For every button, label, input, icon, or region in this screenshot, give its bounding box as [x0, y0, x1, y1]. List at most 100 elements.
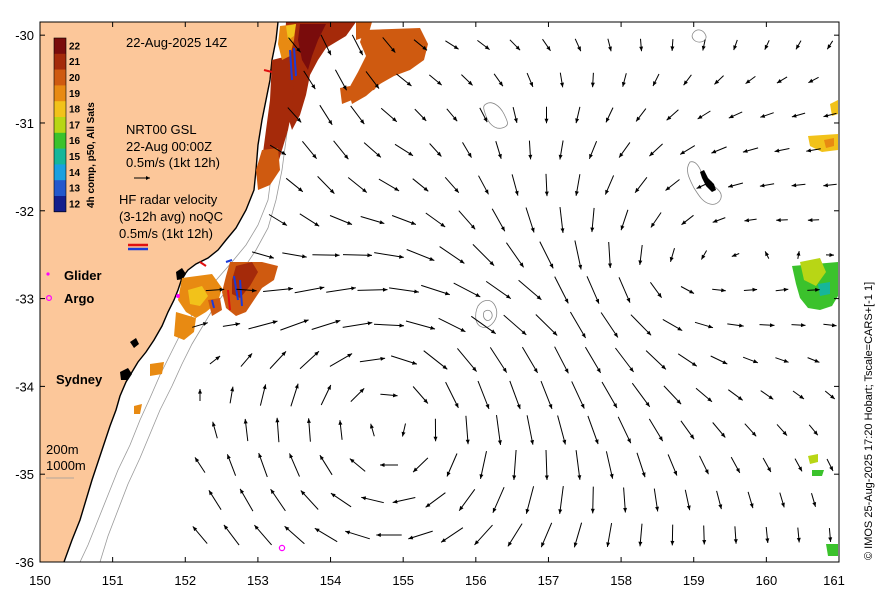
current-arrowhead	[362, 188, 367, 193]
current-arrowhead	[635, 187, 640, 193]
colorbar-title: 4h comp, p50, All Sats	[86, 102, 97, 208]
current-arrowhead	[562, 439, 567, 445]
current-arrowhead	[578, 264, 583, 270]
colorbar-segment	[54, 53, 66, 70]
current-arrowhead	[739, 323, 744, 328]
current-arrow	[587, 415, 599, 445]
current-arrowhead	[665, 186, 671, 191]
x-tick-label: 155	[392, 573, 414, 588]
x-tick-label: 152	[174, 573, 196, 588]
current-arrowhead	[485, 404, 490, 409]
current-arrow	[615, 347, 634, 373]
current-arrowhead	[399, 254, 404, 259]
current-arrow	[554, 346, 569, 374]
current-arrowhead	[577, 46, 581, 52]
colorbar-label: 16	[69, 136, 81, 147]
model-scale-arrowhead	[146, 176, 150, 180]
current-arrowhead	[459, 259, 465, 264]
current-arrow	[489, 347, 508, 373]
current-arrowhead	[444, 291, 450, 296]
current-arrowhead	[442, 364, 448, 370]
current-arrowhead	[408, 535, 414, 540]
current-arrowhead	[661, 364, 666, 370]
current-arrowhead	[764, 44, 769, 50]
current-arrow	[294, 286, 325, 294]
current-arrowhead	[544, 475, 549, 480]
current-arrowhead	[282, 221, 287, 226]
current-arrowhead	[472, 366, 477, 372]
current-arrowhead	[681, 220, 687, 225]
current-arrow	[342, 322, 373, 328]
glider-legend-marker	[46, 272, 50, 276]
current-arrowhead	[329, 189, 335, 194]
current-arrowhead	[269, 254, 274, 259]
current-arrowhead	[641, 472, 646, 478]
colorbar-segment	[54, 132, 66, 149]
current-arrowhead	[677, 326, 683, 331]
current-arrow	[373, 323, 405, 327]
current-arrowhead	[302, 254, 307, 259]
current-arrowhead	[650, 222, 656, 228]
current-arrowhead	[796, 251, 801, 256]
current-arrowhead	[670, 540, 675, 546]
current-arrowhead	[212, 421, 216, 427]
current-arrowhead	[658, 436, 663, 442]
current-arrow	[557, 415, 566, 445]
current-arrow	[618, 277, 631, 303]
current-arrowhead	[454, 403, 459, 408]
current-arrowhead	[541, 542, 545, 548]
radar-legend-avg: (3-12h avg) noQC	[119, 209, 223, 224]
current-arrowhead	[638, 541, 643, 547]
current-arrowhead	[782, 430, 787, 436]
current-arrowhead	[742, 149, 748, 153]
current-arrowhead	[289, 453, 294, 459]
glider-legend-label: Glider	[64, 268, 102, 283]
seamount-contour	[483, 309, 493, 321]
current-arrowhead	[533, 368, 538, 373]
current-arrowhead	[638, 260, 643, 265]
current-arrowhead	[360, 119, 365, 125]
current-arrowhead	[235, 322, 241, 327]
current-arrowhead	[800, 323, 806, 328]
current-arrowhead	[731, 253, 737, 257]
current-arrow	[518, 279, 542, 301]
current-arrow	[496, 415, 501, 445]
x-tick-label: 154	[320, 573, 342, 588]
current-arrowhead	[564, 298, 569, 304]
current-arrowhead	[689, 434, 695, 440]
current-arrowhead	[796, 537, 801, 543]
current-arrowhead	[737, 396, 743, 401]
current-arrowhead	[441, 538, 446, 543]
current-arrowhead	[498, 81, 503, 87]
model-legend-time: 22-Aug 00:00Z	[126, 139, 212, 154]
current-arrowhead	[718, 504, 723, 510]
current-arrowhead	[574, 191, 579, 196]
current-arrow	[559, 486, 564, 514]
current-arrow	[600, 312, 619, 338]
current-arrowhead	[676, 399, 682, 405]
current-arrow	[457, 348, 477, 372]
depth-legend-200m: 200m	[46, 442, 79, 457]
current-arrow	[405, 320, 436, 330]
current-arrowhead	[281, 150, 286, 155]
current-arrowhead	[202, 322, 208, 326]
current-arrowhead	[783, 358, 789, 363]
current-arrowhead	[808, 78, 814, 83]
current-arrowhead	[639, 46, 644, 52]
current-arrowhead	[479, 474, 484, 479]
current-arrowhead	[453, 45, 459, 50]
current-arrowhead	[367, 321, 373, 326]
current-arrowhead	[296, 47, 301, 53]
current-arrowhead	[653, 81, 657, 86]
current-arrowhead	[470, 224, 476, 230]
current-arrowhead	[303, 319, 309, 324]
coastline	[63, 22, 279, 562]
current-arrowhead	[515, 45, 521, 51]
current-arrowhead	[712, 218, 718, 223]
current-arrowhead	[573, 542, 578, 548]
current-arrowhead	[422, 45, 427, 51]
current-arrowhead	[262, 384, 267, 390]
current-arrowhead	[474, 540, 479, 545]
hf-radar-vectors	[199, 47, 297, 311]
current-arrow	[525, 486, 535, 514]
